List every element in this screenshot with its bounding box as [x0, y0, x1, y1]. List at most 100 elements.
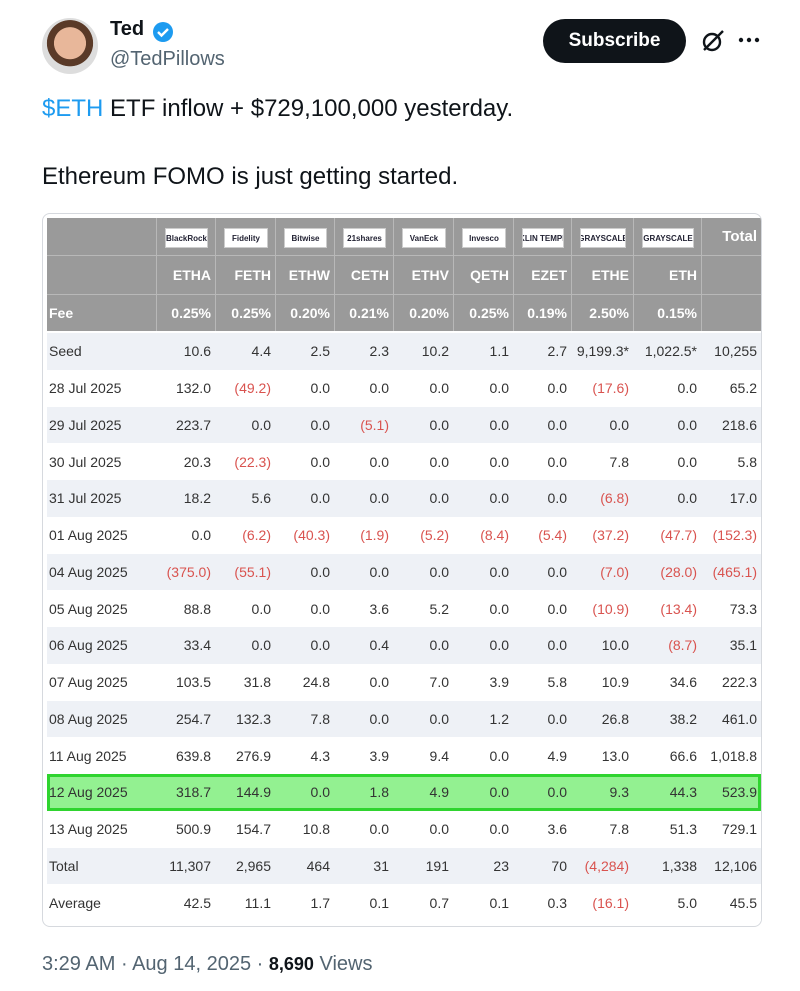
table-cell: 4.9	[547, 747, 567, 764]
table-cell: 7.0	[429, 674, 449, 691]
row-label: 05 Aug 2025	[49, 600, 128, 617]
table-row	[47, 737, 761, 774]
table-cell: 42.5	[183, 894, 211, 911]
table-cell: 0.0	[547, 563, 567, 580]
table-cell: 2.5	[310, 343, 330, 360]
table-cell: 191	[425, 857, 449, 874]
table-cell: 31.8	[243, 674, 271, 691]
table-cell: 0.0	[677, 453, 697, 470]
table-cell: 0.0	[429, 563, 449, 580]
table-cell: 0.0	[369, 490, 389, 507]
table-cell: 0.0	[369, 453, 389, 470]
table-cell: 0.0	[369, 563, 389, 580]
issuer-logo: VanEck	[402, 228, 446, 248]
table-cell: 51.3	[669, 821, 697, 838]
grok-icon[interactable]	[700, 28, 726, 54]
table-cell: 12,106	[714, 857, 757, 874]
subscribe-button[interactable]: Subscribe	[543, 19, 686, 63]
table-cell: 0.0	[310, 563, 330, 580]
table-cell: 0.0	[429, 637, 449, 654]
table-row	[47, 553, 761, 591]
table-row	[47, 333, 761, 370]
table-cell: 729.1	[721, 821, 757, 838]
table-cell: (49.2)	[234, 380, 271, 397]
table-cell: 0.0	[547, 600, 567, 617]
table-cell: 222.3	[721, 674, 757, 691]
table-cell: 0.0	[489, 380, 509, 397]
issuer-logo: BlackRock	[165, 228, 208, 248]
ticker-header: CETH	[350, 266, 389, 283]
table-cell: 0.0	[310, 416, 330, 433]
table-cell: 7.8	[609, 453, 629, 470]
author-name[interactable]: Ted	[110, 18, 145, 40]
time[interactable]: 3:29 AM	[42, 953, 116, 975]
table-cell: 33.4	[183, 637, 211, 654]
row-label: 13 Aug 2025	[49, 821, 128, 838]
date[interactable]: Aug 14, 2025	[132, 953, 252, 975]
table-cell: 0.0	[251, 637, 271, 654]
table-cell: 0.0	[310, 380, 330, 397]
ticker-header: QETH	[470, 266, 509, 283]
table-cell: 254.7	[175, 710, 211, 727]
table-cell: 10.0	[601, 637, 629, 654]
more-icon[interactable]	[736, 32, 762, 48]
ticker-header: ETHA	[172, 266, 211, 283]
table-cell: 44.3	[669, 784, 697, 801]
avatar[interactable]	[42, 18, 98, 74]
table-cell: 0.0	[369, 821, 389, 838]
cashtag[interactable]: $ETH	[42, 95, 104, 122]
table-cell: 10.6	[183, 343, 211, 360]
row-label: 07 Aug 2025	[49, 674, 128, 691]
table-cell: 0.4	[369, 637, 389, 654]
table-cell: (37.2)	[592, 527, 629, 544]
table-cell: (28.0)	[660, 563, 697, 580]
table-cell: 0.0	[489, 563, 509, 580]
table-cell: 0.0	[489, 416, 509, 433]
table-cell: 1.2	[489, 710, 509, 727]
table-cell: (40.3)	[293, 527, 330, 544]
table-cell: 5.2	[429, 600, 449, 617]
column-divider	[571, 218, 572, 331]
row-label: 28 Jul 2025	[49, 380, 122, 397]
issuer-logo: 21shares	[343, 228, 386, 248]
table-cell: 3.9	[369, 747, 389, 764]
column-divider	[633, 218, 634, 331]
row-label: 08 Aug 2025	[49, 710, 128, 727]
table-cell: 24.8	[302, 674, 330, 691]
row-label: 11 Aug 2025	[49, 747, 127, 764]
table-cell: 10.9	[601, 674, 629, 691]
table-cell: 318.7	[175, 784, 211, 801]
table-cell: 13.0	[601, 747, 629, 764]
table-cell: 0.0	[191, 527, 211, 544]
table-cell: 144.9	[235, 784, 271, 801]
table-cell: 0.0	[489, 490, 509, 507]
table-cell: 0.0	[547, 710, 567, 727]
table-cell: 5.6	[251, 490, 271, 507]
author-handle[interactable]: @TedPillows	[110, 48, 225, 70]
tweet-text: ETF inflow + $729,100,000 yesterday.	[110, 95, 514, 122]
table-cell: 7.8	[609, 821, 629, 838]
table-cell: (465.1)	[712, 563, 757, 580]
table-cell: 9.3	[609, 784, 629, 801]
table-cell: 0.0	[489, 453, 509, 470]
table-cell: (13.4)	[660, 600, 697, 617]
table-cell: 0.0	[251, 600, 271, 617]
table-cell: 0.0	[547, 637, 567, 654]
issuer-logo: Fidelity	[224, 228, 268, 248]
table-cell: 1,018.8	[710, 747, 757, 764]
table-cell: 5.8	[547, 674, 567, 691]
table-cell: 2,965	[235, 857, 271, 874]
table-cell: 11,307	[169, 857, 211, 874]
table-cell: 103.5	[175, 674, 211, 691]
table-cell: 23	[493, 857, 509, 874]
etf-table-image[interactable]: BlackRock Fidelity Bitwise 21shares VanEck In…	[42, 213, 762, 927]
table-row	[47, 847, 761, 885]
column-divider	[334, 218, 335, 331]
table-row	[47, 443, 761, 480]
row-divider	[47, 255, 761, 256]
table-row	[47, 810, 761, 848]
ticker-header: FETH	[234, 266, 271, 283]
table-cell: 0.0	[251, 416, 271, 433]
row-divider	[47, 294, 761, 295]
